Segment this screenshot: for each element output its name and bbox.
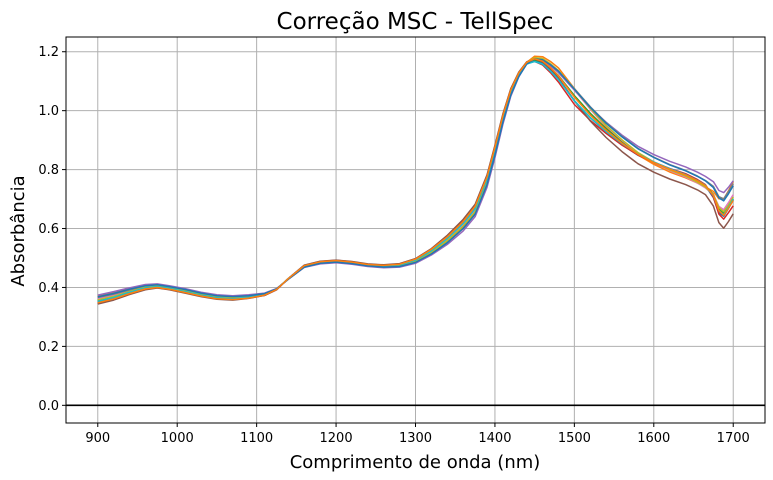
x-tick-label: 1100 bbox=[240, 431, 273, 446]
spectrum-line-11 bbox=[97, 58, 734, 298]
spectrum-line-12 bbox=[97, 58, 734, 304]
y-tick-label: 1.0 bbox=[38, 104, 59, 119]
y-axis-label: Absorbância bbox=[8, 175, 29, 286]
y-tick-label: 0.0 bbox=[38, 399, 59, 414]
x-tick-label: 1400 bbox=[478, 431, 511, 446]
chart-title: Correção MSC - TellSpec bbox=[277, 9, 554, 35]
spectrum-line-5 bbox=[97, 58, 734, 297]
x-tick-label: 1700 bbox=[717, 431, 750, 446]
spectra-series bbox=[97, 55, 734, 305]
x-tick-label: 1200 bbox=[320, 431, 353, 446]
x-axis-label: Comprimento de onda (nm) bbox=[290, 452, 541, 473]
y-tick-label: 0.6 bbox=[38, 222, 59, 237]
y-tick-label: 0.2 bbox=[38, 340, 59, 355]
y-tick-label: 1.2 bbox=[38, 45, 59, 60]
plot-frame bbox=[65, 36, 766, 424]
y-tick-label: 0.4 bbox=[38, 281, 59, 296]
x-tick-label: 1000 bbox=[161, 431, 194, 446]
x-tick-label: 1300 bbox=[399, 431, 432, 446]
x-tick-label: 900 bbox=[85, 431, 110, 446]
y-tick-label: 0.8 bbox=[38, 163, 59, 178]
x-tick-label: 1500 bbox=[558, 431, 591, 446]
x-tick-label: 1600 bbox=[637, 431, 670, 446]
axes: 900 1000 1100 1200 1300 1400 1500 1600 1700 0.0 0.… bbox=[38, 36, 766, 446]
